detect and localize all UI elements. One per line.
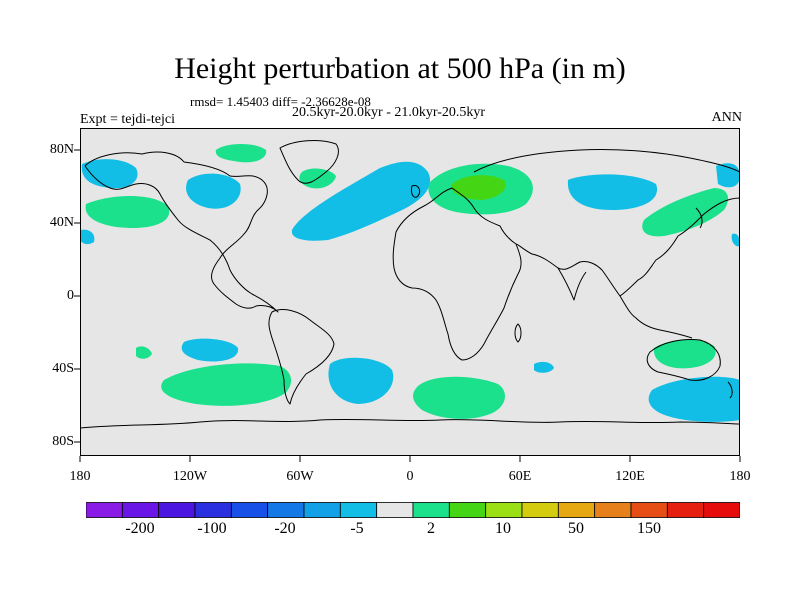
x-tick-label: 180 bbox=[69, 469, 91, 484]
colorbar-label: -5 bbox=[350, 520, 364, 537]
patch-russia-core bbox=[451, 175, 506, 200]
negative-anomaly-patches bbox=[80, 159, 740, 422]
coast-south-america bbox=[268, 309, 335, 405]
experiment-label: Expt = tejdi-tejci bbox=[80, 112, 175, 127]
colorbar-swatch bbox=[485, 502, 523, 518]
y-tick-label: 40N bbox=[49, 215, 74, 230]
y-tick-label: 40S bbox=[52, 361, 74, 376]
colorbar-label: -100 bbox=[197, 520, 227, 537]
patch-south-indian bbox=[413, 376, 505, 419]
colorbar-label: 50 bbox=[568, 520, 584, 537]
colorbar-swatch bbox=[158, 502, 196, 518]
x-tick-label: 120W bbox=[172, 469, 208, 484]
colorbar-swatch bbox=[703, 502, 740, 518]
colorbar-label: 10 bbox=[495, 520, 511, 537]
coastlines bbox=[80, 140, 740, 429]
stats-line: rmsd= 1.45403 diff= -2.36628e-08 bbox=[190, 94, 371, 109]
map-title: Height perturbation at 500 hPa (in m) bbox=[174, 52, 626, 85]
colorbar-swatch bbox=[121, 502, 160, 518]
patch-south-pacific-small bbox=[181, 338, 239, 362]
coast-australia bbox=[646, 339, 721, 381]
axis-ticks bbox=[74, 149, 741, 462]
coast-southeast-asia bbox=[619, 295, 693, 339]
strong-positive-patches bbox=[451, 175, 506, 200]
coast-europe-africa bbox=[392, 187, 522, 361]
colorbar-swatch bbox=[230, 502, 269, 518]
x-tick-label: 60E bbox=[508, 469, 532, 484]
colorbar-swatch bbox=[630, 502, 668, 518]
patch-east-pacific-edge bbox=[731, 233, 740, 247]
coast-new-zealand bbox=[727, 381, 733, 399]
coast-madagascar bbox=[514, 323, 522, 343]
patch-small-south-pacific bbox=[136, 346, 152, 359]
periods-line: 20.5kyr-20.0kyr - 21.0kyr-20.5kyr bbox=[292, 105, 486, 120]
patch-north-america-north bbox=[186, 173, 241, 209]
coast-india bbox=[557, 267, 587, 301]
x-tick-label: 180 bbox=[729, 469, 751, 484]
colorbar-label: -200 bbox=[125, 520, 155, 537]
y-tick-label: 0 bbox=[67, 288, 74, 303]
colorbar-label: 2 bbox=[427, 520, 435, 537]
colorbar-swatch bbox=[521, 502, 559, 518]
x-tick-label: 60W bbox=[286, 469, 314, 484]
patch-arctic-canada bbox=[215, 144, 267, 163]
coast-greenland bbox=[279, 140, 339, 184]
patch-northwest-pacific bbox=[642, 188, 729, 237]
y-tick-label: 80S bbox=[52, 434, 74, 449]
x-tick-label: 120E bbox=[615, 469, 645, 484]
colorbar-label: 150 bbox=[637, 520, 661, 537]
y-tick-label: 80N bbox=[49, 142, 74, 157]
colorbar-label: -20 bbox=[274, 520, 296, 537]
patch-south-atlantic bbox=[328, 357, 394, 404]
patch-south-pacific-east bbox=[648, 376, 740, 422]
x-tick-label: 0 bbox=[406, 469, 414, 484]
patch-north-pacific-west bbox=[81, 159, 138, 189]
colorbar-swatch bbox=[448, 502, 487, 518]
coast-antarctica bbox=[80, 418, 740, 429]
colorbar-swatch bbox=[303, 502, 341, 518]
patch-indian-ocean-small bbox=[534, 361, 554, 373]
patch-south-pacific-central bbox=[161, 363, 292, 406]
colorbar-swatch bbox=[339, 502, 378, 518]
coast-japan bbox=[695, 207, 703, 229]
colorbar-swatch bbox=[666, 502, 705, 518]
colorbar-swatch bbox=[86, 502, 123, 518]
colorbar-swatch bbox=[267, 502, 305, 518]
colorbar-swatch bbox=[412, 502, 450, 518]
colorbar-swatch bbox=[557, 502, 596, 518]
patch-north-pacific-east bbox=[85, 196, 170, 228]
colorbar-swatch bbox=[194, 502, 232, 518]
season-label: ANN bbox=[711, 110, 742, 125]
colorbar bbox=[86, 502, 740, 518]
patch-atlantic-trough bbox=[291, 161, 431, 241]
patch-north-pacific-edge bbox=[80, 229, 95, 245]
coast-uk bbox=[411, 185, 421, 198]
coast-north-america bbox=[84, 151, 279, 313]
colorbar-swatch bbox=[594, 502, 632, 518]
map-frame bbox=[80, 128, 740, 456]
colorbar-swatch bbox=[376, 502, 414, 518]
patch-siberia bbox=[567, 174, 658, 210]
patch-australia bbox=[653, 339, 716, 369]
world-map bbox=[80, 128, 740, 456]
